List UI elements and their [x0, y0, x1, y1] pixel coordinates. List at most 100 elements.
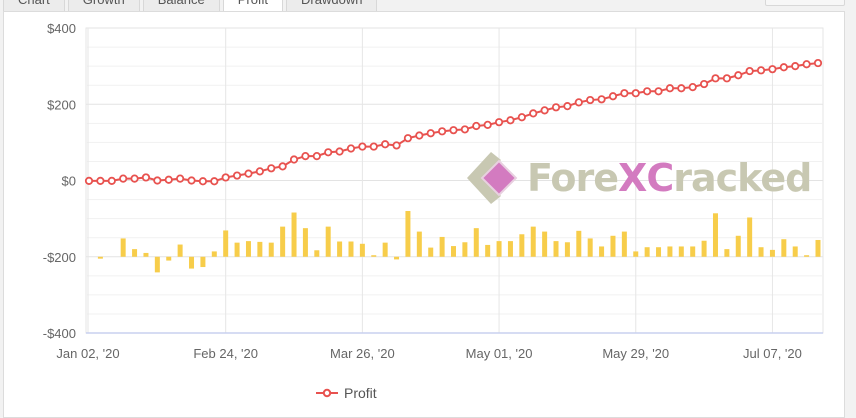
profit-point	[608, 92, 618, 101]
profit-point	[255, 167, 264, 176]
profit-point	[198, 177, 208, 186]
profit-point	[210, 177, 219, 186]
profit-point	[221, 173, 230, 182]
profit-bar	[735, 235, 741, 257]
profit-point	[335, 147, 344, 156]
profit-bar	[599, 246, 605, 257]
profit-point	[96, 176, 105, 185]
profit-bar	[587, 238, 593, 257]
tab-balance[interactable]: Balance	[142, 0, 220, 11]
profit-bar	[747, 217, 753, 257]
profit-bar	[325, 226, 331, 257]
profit-bar	[132, 249, 138, 257]
tab-chart[interactable]: Chart	[3, 0, 65, 11]
watermark-logo-icon	[467, 152, 518, 204]
profit-bar	[724, 249, 730, 257]
profit-bar	[656, 247, 662, 257]
y-tick-label: $200	[47, 97, 76, 112]
profit-point	[574, 98, 583, 107]
options-button[interactable]	[765, 0, 845, 6]
profit-bar	[200, 256, 206, 268]
watermark-text: Fore	[527, 156, 619, 200]
profit-bar	[804, 255, 810, 257]
chart-tabs: Chart Growth Balance Profit Drawdown	[3, 0, 378, 11]
profit-point	[449, 126, 458, 135]
legend-line-marker-icon	[316, 388, 338, 398]
profit-point	[392, 141, 401, 150]
profit-bar	[314, 250, 320, 257]
profit-point	[438, 127, 447, 136]
profit-point	[232, 171, 242, 180]
profit-point	[289, 155, 299, 164]
profit-bar	[154, 256, 160, 273]
tab-profit[interactable]: Profit	[222, 0, 284, 11]
profit-point	[745, 66, 754, 76]
profit-bar	[120, 238, 126, 257]
profit-bar	[382, 242, 388, 257]
profit-point	[756, 66, 766, 75]
profit-point	[403, 134, 413, 143]
profit-point	[734, 71, 743, 80]
profit-point	[107, 176, 116, 185]
profit-bar	[143, 252, 149, 257]
profit-bar	[177, 244, 183, 257]
x-tick-label: May 29, '20	[602, 346, 669, 361]
profit-point	[665, 84, 675, 93]
profit-bar	[348, 241, 354, 257]
profit-bar	[564, 242, 570, 257]
profit-bar	[667, 246, 673, 257]
profit-point	[802, 60, 811, 69]
profit-point	[153, 176, 162, 185]
profit-point	[130, 174, 139, 183]
profit-point	[84, 176, 94, 185]
profit-bar	[223, 230, 229, 257]
profit-point	[506, 116, 515, 125]
profit-bar	[633, 251, 639, 257]
profit-bar	[553, 241, 559, 257]
profit-point	[267, 164, 276, 173]
profit-bar	[792, 246, 798, 257]
profit-bar	[189, 256, 195, 269]
profit-point	[677, 84, 686, 93]
profit-point	[164, 175, 173, 184]
tab-growth[interactable]: Growth	[67, 0, 140, 11]
profit-bar	[815, 239, 821, 257]
profit-point	[586, 95, 595, 105]
profit-bar	[439, 236, 445, 257]
profit-point	[631, 89, 640, 98]
profit-point	[483, 120, 492, 129]
profit-bar	[245, 241, 251, 257]
y-tick-label: $0	[62, 174, 76, 189]
profit-bar	[166, 256, 172, 261]
profit-point	[779, 63, 788, 72]
y-tick-label: -$200	[43, 250, 76, 265]
profit-point	[312, 152, 321, 161]
profit-bar	[519, 234, 525, 257]
profit-bar	[496, 241, 502, 257]
profit-bar	[97, 256, 103, 259]
legend-item-profit[interactable]: Profit	[316, 385, 377, 401]
profit-bar	[530, 226, 536, 257]
profit-point	[472, 121, 481, 131]
profit-bar	[405, 211, 411, 257]
profit-point	[722, 74, 731, 83]
profit-bar	[462, 242, 468, 257]
profit-bar	[451, 246, 456, 257]
x-tick-label: May 01, '20	[466, 346, 533, 361]
tab-drawdown[interactable]: Drawdown	[286, 0, 378, 11]
profit-point	[688, 82, 697, 92]
profit-bar	[280, 226, 286, 257]
profit-point	[187, 176, 196, 185]
profit-point	[597, 95, 606, 104]
profit-bar	[337, 241, 343, 257]
profit-bar	[428, 247, 434, 257]
profit-point	[278, 162, 287, 171]
profit-point	[324, 148, 333, 157]
profit-bar	[701, 240, 707, 257]
profit-point	[654, 87, 663, 96]
profit-point	[813, 58, 823, 68]
profit-point	[699, 79, 709, 89]
profit-point	[551, 103, 561, 112]
profit-point	[346, 144, 356, 153]
